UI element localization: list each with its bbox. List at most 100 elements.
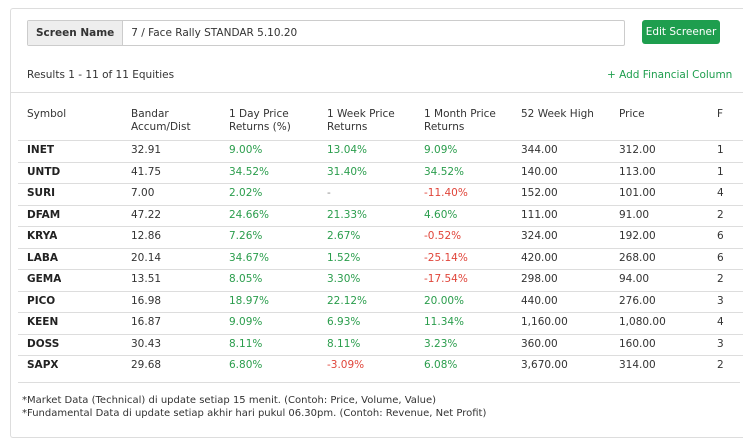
card [10,8,743,438]
table-cell: 140.00 [521,165,558,178]
table-cell: 13.04% [327,144,368,156]
table-cell: 324.00 [521,230,558,242]
table-cell: -25.14% [424,251,468,264]
edit-button[interactable]: Edit Screener [642,20,720,44]
table-cell: 3 [717,337,724,350]
table-cell: 47.22 [131,208,162,221]
table-cell: 22.12% [327,294,368,307]
footnote: *Market Data (Technical) di update setia… [22,395,437,406]
table-cell: 91.00 [619,208,650,221]
table-cell: 6.93% [327,316,361,328]
table-cell: -17.54% [424,273,468,285]
table-cell: 360.00 [521,337,558,350]
row-divider [18,161,743,163]
symbol: GEMA [27,273,62,285]
row-divider [18,333,743,335]
symbol: UNTD [27,165,61,178]
table-cell: 3.30% [327,273,361,285]
row-divider [18,140,743,141]
table-cell: 18.97% [229,294,270,307]
symbol: DOSS [27,337,60,350]
table-cell: 2 [717,359,724,371]
table-cell: 9.00% [229,144,263,156]
row-divider [18,312,743,313]
table-cell: 4 [717,187,724,199]
table-cell: - [327,187,331,199]
footnote: *Fundamental Data di update setiap akhir… [22,408,487,419]
screen-name-label: Screen Name [28,21,124,45]
table-cell: 16.98 [131,294,162,307]
column-header: 1 Day Price Returns (%) [229,108,291,133]
table-cell: 192.00 [619,230,656,242]
table-cell: 11.34% [424,316,465,328]
table-cell: 160.00 [619,337,656,350]
table-cell: 13.51 [131,273,162,285]
table-cell: 6.80% [229,359,263,371]
symbol: KEEN [27,316,59,328]
table-cell: 12.86 [131,230,162,242]
symbol: DFAM [27,208,61,221]
column-header: 52 Week High [521,108,594,120]
symbol: INET [27,144,55,156]
table-cell: 111.00 [521,208,558,221]
column-header: 1 Month Price Returns [424,108,496,133]
table-cell: 8.11% [327,337,361,350]
symbol: PICO [27,294,56,307]
table-cell: 8.11% [229,337,263,350]
table-cell: 9.09% [229,316,263,328]
row-divider [18,204,743,206]
table-cell: 3 [717,294,724,307]
table-cell: 34.67% [229,251,270,264]
table-cell: 7.26% [229,230,263,242]
table-cell: 113.00 [619,165,656,178]
symbol: SURI [27,187,56,199]
table-cell: 94.00 [619,273,650,285]
table-cell: -3.09% [327,359,365,371]
table-cell: 4.60% [424,208,458,221]
column-header: Bandar Accum/Dist [131,108,191,133]
divider [18,382,740,383]
table-cell: 9.09% [424,144,458,156]
table-cell: 34.52% [424,165,465,178]
table-cell: 4 [717,316,724,328]
table-cell: 16.87 [131,316,162,328]
column-header: Price [619,108,645,120]
table-cell: 21.33% [327,208,368,221]
symbol: SAPX [27,359,59,371]
row-divider [18,226,743,227]
table-cell: 1 [717,144,724,156]
table-cell: 1 [717,165,724,178]
table-cell: 31.40% [327,165,368,178]
table-cell: 7.00 [131,187,155,199]
symbol: LABA [27,251,58,264]
results-text: Results 1 - 11 of 11 Equities [27,69,175,81]
table-cell: 6 [717,230,724,242]
table-cell: 30.43 [131,337,162,350]
table-cell: 314.00 [619,359,656,371]
screen-name-field[interactable]: Screen Name 7 / Face Rally STANDAR 5.10.… [27,20,625,46]
screen-name-value: 7 / Face Rally STANDAR 5.10.20 [131,27,298,39]
table-cell: 1,080.00 [619,316,666,328]
table-cell: 2 [717,208,724,221]
table-cell: 2.67% [327,230,361,242]
table-cell: 8.05% [229,273,263,285]
table-cell: 276.00 [619,294,656,307]
table-cell: 420.00 [521,251,558,264]
table-cell: 3,670.00 [521,359,568,371]
table-cell: 268.00 [619,251,656,264]
table-cell: 152.00 [521,187,558,199]
table-cell: 32.91 [131,144,162,156]
table-cell: 34.52% [229,165,270,178]
table-cell: 101.00 [619,187,656,199]
table-cell: 6.08% [424,359,458,371]
table-cell: 2 [717,273,724,285]
table-cell: 20.00% [424,294,465,307]
row-divider [18,183,743,184]
divider [10,92,743,93]
add-column[interactable]: + Add Financial Column [607,69,733,81]
row-divider [18,247,743,249]
table-cell: 29.68 [131,359,162,371]
table-cell: 41.75 [131,165,162,178]
table-cell: 1.52% [327,251,361,264]
